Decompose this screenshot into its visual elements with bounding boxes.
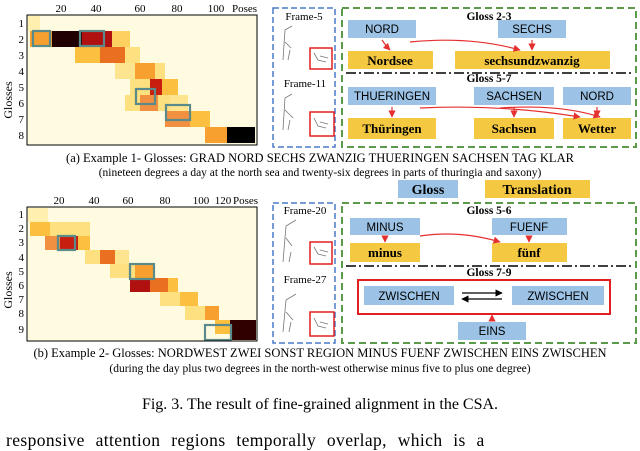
y-tick: 1 xyxy=(19,209,25,221)
example2-alignment-panel: Gloss 5-6 MINUS FUENF minus fünf Gloss 7… xyxy=(341,202,637,344)
translation-word: Thüringen xyxy=(362,121,422,136)
panel-title: Gloss 5-7 xyxy=(466,73,511,85)
legend-gloss: Gloss xyxy=(412,183,445,198)
y-tick: 2 xyxy=(19,223,25,235)
translation-word: minus xyxy=(368,245,402,260)
legend-translation-swatch xyxy=(485,180,590,198)
y-tick: 4 xyxy=(19,66,25,78)
x-tick: 60 xyxy=(135,3,147,15)
example1-frames-panel: Frame-5 Frame-11 xyxy=(272,7,336,148)
y-tick: 9 xyxy=(19,324,25,336)
y-tick: 7 xyxy=(19,294,25,306)
y-axis-label: Glosses xyxy=(1,271,15,309)
x-tick: 20 xyxy=(54,195,66,207)
y-tick: 6 xyxy=(19,98,25,110)
example1-alignment-panel: Gloss 2-3 NORD SECHS Nordsee sechsundzwa… xyxy=(341,7,637,148)
y-tick: 4 xyxy=(19,252,25,264)
frame-label: Frame-5 xyxy=(285,11,323,23)
legend: Gloss Translation xyxy=(398,180,590,198)
gloss-label: MINUS xyxy=(366,222,403,234)
gloss-label: THUERINGEN xyxy=(354,91,430,103)
gloss-label: EINS xyxy=(479,326,506,338)
x-tick: 40 xyxy=(91,3,103,15)
x-tick: 80 xyxy=(160,195,172,207)
example1-x-ticks: 20 40 60 80 100 Poses xyxy=(56,3,258,15)
gloss-label: ZWISCHEN xyxy=(527,291,588,303)
x-tick: 120 xyxy=(215,195,232,207)
example2-y-ticks: 1 2 3 4 5 6 7 8 9 xyxy=(19,209,25,336)
example2-x-ticks: 20 40 60 80 100 120 Poses xyxy=(54,195,259,207)
example1-heatmap xyxy=(26,14,258,146)
example1-translation: (nineteen degrees a day at the north sea… xyxy=(98,167,542,179)
gloss-label: ZWISCHEN xyxy=(378,291,439,303)
y-tick: 3 xyxy=(19,50,25,62)
translation-word: Nordsee xyxy=(367,53,413,68)
y-tick: 3 xyxy=(19,237,25,249)
gloss-label: FUENF xyxy=(510,222,548,234)
gloss-label: NORD xyxy=(365,24,399,36)
translation-word: fünf xyxy=(517,245,541,260)
x-tick: 60 xyxy=(123,195,135,207)
y-tick: 2 xyxy=(19,34,25,46)
figure-caption: Fig. 3. The result of fine-grained align… xyxy=(141,396,499,413)
y-tick: 6 xyxy=(19,280,25,292)
x-tick: 100 xyxy=(193,195,210,207)
x-axis-label: Poses xyxy=(232,3,257,15)
frame-label: Frame-11 xyxy=(284,78,326,90)
example2-translation: (during the day plus two degrees in the … xyxy=(109,363,531,375)
y-tick: 5 xyxy=(19,266,25,278)
translation-word: sechsundzwanzig xyxy=(484,53,580,68)
x-tick: 80 xyxy=(172,3,184,15)
example2-frames-panel: Frame-20 Frame-27 xyxy=(272,202,336,344)
example1-y-ticks: 1 2 3 4 5 6 7 8 xyxy=(19,18,25,142)
y-tick: 8 xyxy=(19,308,25,320)
frame-label: Frame-27 xyxy=(284,274,327,286)
y-tick: 5 xyxy=(19,82,25,94)
example2-caption: (b) Example 2- Glosses: NORDWEST ZWEI SO… xyxy=(33,346,607,360)
example2-heatmap xyxy=(26,206,258,342)
y-tick: 7 xyxy=(19,114,25,126)
x-tick: 40 xyxy=(89,195,101,207)
legend-gloss-swatch xyxy=(398,180,458,198)
y-tick: 8 xyxy=(19,130,25,142)
gloss-label: SACHSEN xyxy=(486,91,542,103)
translation-word: Wetter xyxy=(578,121,616,136)
x-tick: 100 xyxy=(208,3,225,15)
translation-word: Sachsen xyxy=(492,121,538,136)
y-axis-label: Glosses xyxy=(1,81,15,119)
x-axis-label: Poses xyxy=(233,195,258,207)
example1-caption: (a) Example 1- Glosses: GRAD NORD SECHS … xyxy=(66,151,574,165)
y-tick: 1 xyxy=(19,18,25,30)
panel-title: Gloss 5-6 xyxy=(466,205,511,217)
gloss-label: NORD xyxy=(580,91,614,103)
frame-label: Frame-20 xyxy=(284,205,327,217)
gloss-label: SECHS xyxy=(512,24,552,36)
legend-translation: Translation xyxy=(503,183,572,198)
panel-title: Gloss 7-9 xyxy=(466,267,511,279)
x-tick: 20 xyxy=(56,3,68,15)
body-text: responsive attention regions temporally … xyxy=(6,430,485,450)
